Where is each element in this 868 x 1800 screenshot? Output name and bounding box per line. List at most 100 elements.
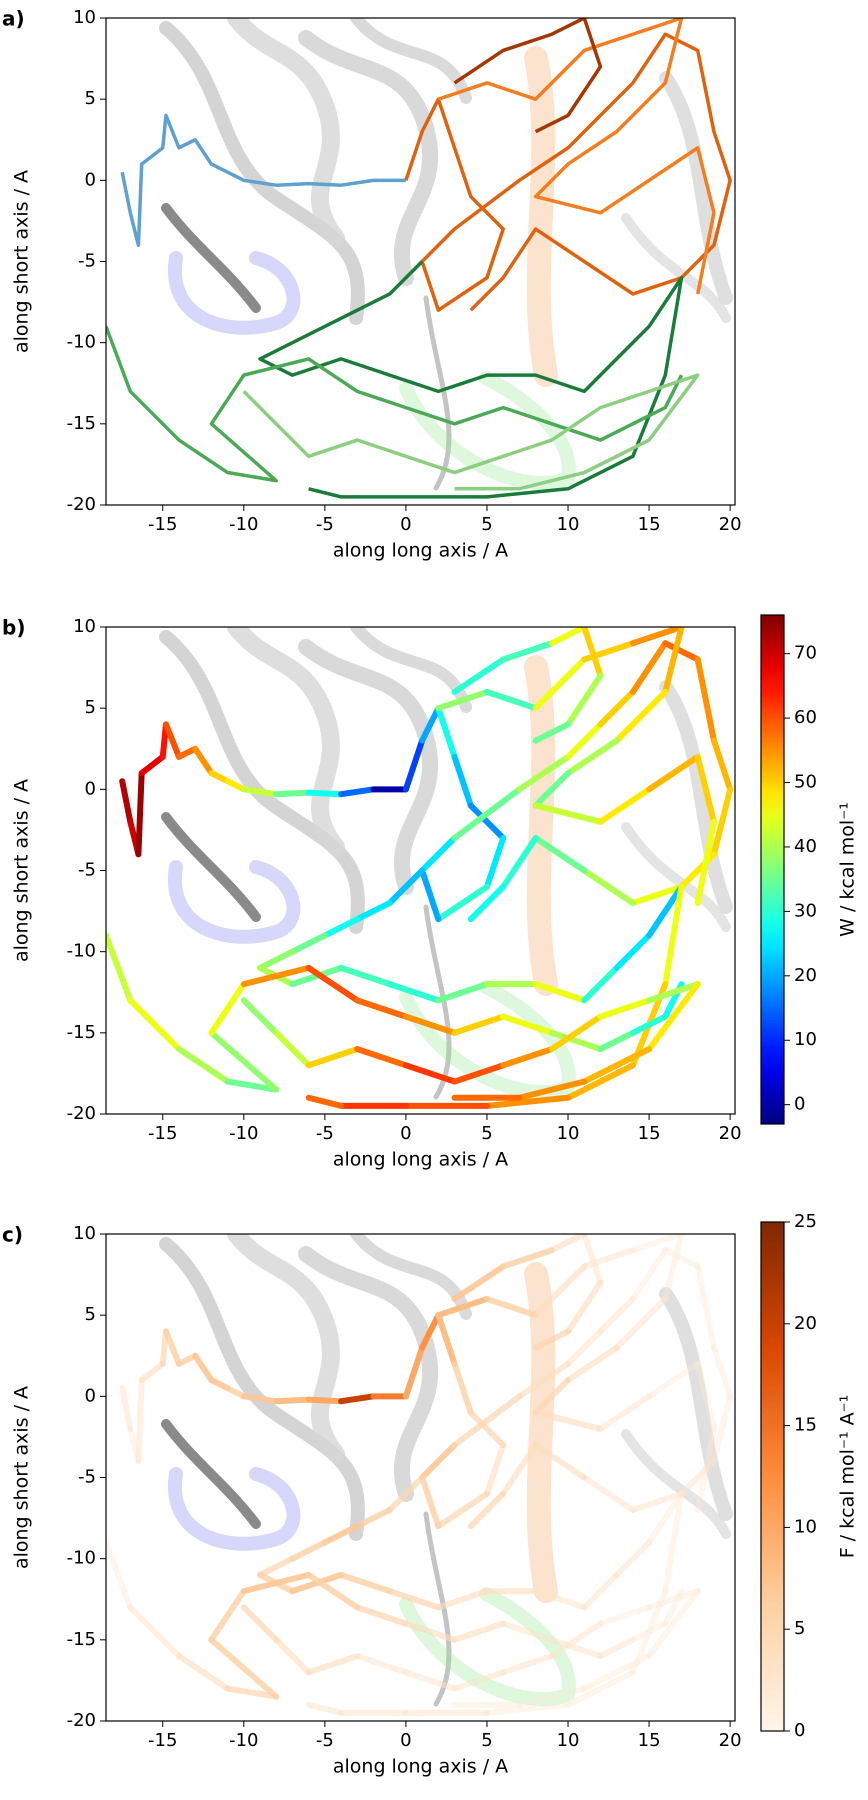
y-tick-label: -20 — [67, 494, 96, 515]
y-tick-label: 10 — [73, 1223, 96, 1244]
trajectory-segment — [435, 1490, 490, 1530]
y-tick-label: -15 — [67, 1022, 96, 1043]
trajectory-segment — [532, 1328, 572, 1351]
trajectory-segment — [532, 770, 572, 809]
trajectory-segment — [467, 1409, 507, 1449]
trajectory-segment — [467, 802, 507, 842]
x-tick-label: 15 — [638, 1730, 661, 1751]
trajectory-segment — [175, 1653, 231, 1692]
colorbar-tick-label: 40 — [794, 836, 817, 857]
trajectory-segment — [548, 1029, 604, 1053]
trajectory-segment — [435, 1295, 490, 1319]
trajectory-segment — [208, 1588, 247, 1643]
trajectory-segment — [208, 1029, 280, 1093]
trajectory-segment — [175, 745, 199, 760]
trajectory-segment — [710, 737, 734, 793]
y-tick-label: 5 — [85, 1304, 96, 1325]
trajectory-segment — [581, 964, 620, 1004]
trajectory-segment — [500, 1013, 555, 1036]
y-tick-label: -20 — [67, 1103, 96, 1124]
y-tick-label: 5 — [85, 88, 96, 109]
trajectory-segment — [629, 1234, 685, 1254]
trajectory-segment — [419, 705, 442, 744]
trajectory-segment — [162, 721, 182, 760]
trajectory-segment — [629, 1490, 685, 1513]
trajectory-segment — [516, 753, 572, 793]
trajectory-segment — [435, 1588, 490, 1611]
trajectory-segment — [532, 802, 604, 825]
trajectory-segment — [532, 1588, 588, 1611]
trajectory-segment — [338, 786, 377, 798]
trajectory — [120, 113, 406, 248]
colorbar — [760, 1221, 785, 1732]
trajectory-segment — [435, 883, 490, 923]
panel-label: b) — [2, 616, 25, 640]
trajectory-segment — [451, 1062, 507, 1085]
x-tick-label: 5 — [481, 1123, 492, 1144]
x-tick-label: 0 — [400, 514, 411, 535]
trajectory-segment — [305, 1046, 361, 1069]
trajectory-segment — [354, 997, 409, 1020]
trajectory-segment — [662, 1247, 701, 1270]
trajectory-segment — [565, 1344, 620, 1384]
trajectory-segment — [483, 1094, 572, 1109]
y-tick-label: 10 — [73, 7, 96, 28]
trajectory-segment — [138, 753, 166, 777]
trajectory-segment — [208, 981, 247, 1036]
trajectory-segment — [305, 1396, 345, 1405]
colorbar-tick-label: 0 — [794, 1720, 805, 1741]
x-tick-label: 20 — [719, 1730, 742, 1751]
trajectory-segment — [532, 1263, 588, 1319]
trajectory-segment — [710, 1393, 734, 1465]
trajectory-segment — [305, 964, 361, 1004]
trajectory-segment — [224, 778, 247, 793]
trajectory-segment — [694, 656, 717, 744]
trajectory-segment — [435, 981, 490, 1004]
trajectory-segment — [402, 1013, 458, 1036]
trajectory-segment — [208, 770, 231, 785]
x-tick-label: -5 — [316, 1123, 334, 1144]
x-tick-label: 15 — [638, 1123, 661, 1144]
trajectory-segment — [646, 1588, 701, 1611]
trajectory-segment — [597, 1295, 636, 1335]
trajectory-segment — [646, 1490, 685, 1546]
trajectory-segment — [532, 656, 588, 712]
trajectory-segment — [629, 1588, 669, 1676]
colorbar — [760, 614, 785, 1125]
x-tick-label: 20 — [719, 1123, 742, 1144]
trajectory-segment — [646, 883, 685, 939]
trajectory-segment — [305, 1094, 345, 1109]
trajectory-segment — [386, 1588, 442, 1611]
trajectory-segment — [386, 981, 442, 1004]
trajectory-segment — [273, 1029, 312, 1069]
x-tick-label: 10 — [557, 514, 580, 535]
plot-area — [106, 1234, 734, 1716]
trajectory — [106, 325, 684, 483]
trajectory-segment — [402, 1344, 426, 1400]
colorbar-tick-label: 10 — [794, 1516, 817, 1537]
trajectory-segment — [532, 1442, 588, 1481]
trajectory-segment — [354, 1604, 409, 1627]
trajectory-segment — [135, 770, 145, 858]
trajectory-segment — [581, 627, 604, 679]
y-tick-label: 5 — [85, 697, 96, 718]
colorbar-tick-label: 0 — [794, 1094, 805, 1115]
trajectory-segment — [240, 1604, 280, 1643]
trajectory-segment — [240, 786, 280, 798]
x-tick-label: 5 — [481, 1730, 492, 1751]
trajectory-segment — [662, 883, 685, 988]
trajectory-segment — [451, 753, 474, 809]
trajectory-segment — [208, 1636, 280, 1700]
colorbar-label: W / kcal mol⁻¹ — [837, 802, 859, 937]
trajectory-segment — [662, 1490, 685, 1595]
trajectory-segment — [354, 899, 393, 923]
trajectory-segment — [500, 1653, 555, 1676]
trajectory-segment — [581, 1474, 636, 1513]
colorbar-tick-label: 5 — [794, 1618, 805, 1639]
trajectory-segment — [532, 981, 588, 1004]
trajectory-segment — [419, 1442, 458, 1481]
trajectory-segment — [338, 1393, 377, 1405]
x-tick-label: -10 — [229, 1730, 258, 1751]
trajectory-segment — [662, 627, 685, 695]
